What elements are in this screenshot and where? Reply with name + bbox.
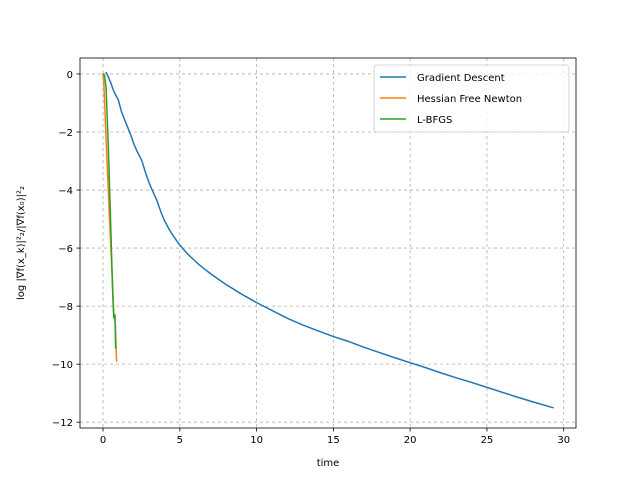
- series-line-0: [105, 71, 554, 409]
- x-tick-label: 25: [481, 435, 494, 446]
- tick-layer: 0 5 10 15 20 25 30 0 −2 −4 −6 −8 −10 −12: [52, 70, 570, 446]
- series-line-2: [102, 73, 117, 349]
- y-tick-label: −6: [58, 244, 73, 255]
- x-tick-label: 20: [404, 435, 417, 446]
- legend-box: [373, 64, 570, 133]
- legend: Gradient Descent Hessian Free Newton L-BFG…: [373, 64, 570, 133]
- series-layer: [102, 71, 554, 409]
- x-tick-label: 15: [327, 435, 340, 446]
- y-tick-label: −8: [58, 302, 73, 313]
- legend-label-1: Hessian Free Newton: [417, 94, 522, 105]
- x-tick-label: 10: [250, 435, 263, 446]
- grid-layer: [80, 58, 576, 428]
- legend-label-2: L-BFGS: [417, 115, 452, 126]
- x-tick-label: 30: [557, 435, 570, 446]
- y-tick-label: −2: [58, 128, 73, 139]
- plot-frame: [79, 57, 577, 429]
- y-tick-label: −4: [58, 186, 73, 197]
- y-axis-label: log |∇f(x_k)|²₂/|∇f(x₀)|²₂: [16, 186, 27, 300]
- x-tick-label: 0: [100, 435, 106, 446]
- x-tick-label: 5: [177, 435, 183, 446]
- y-tick-label: −12: [52, 418, 73, 429]
- y-tick-label: 0: [67, 70, 73, 81]
- legend-label-0: Gradient Descent: [417, 73, 505, 84]
- y-tick-label: −10: [52, 360, 73, 371]
- x-axis-label: time: [317, 458, 340, 469]
